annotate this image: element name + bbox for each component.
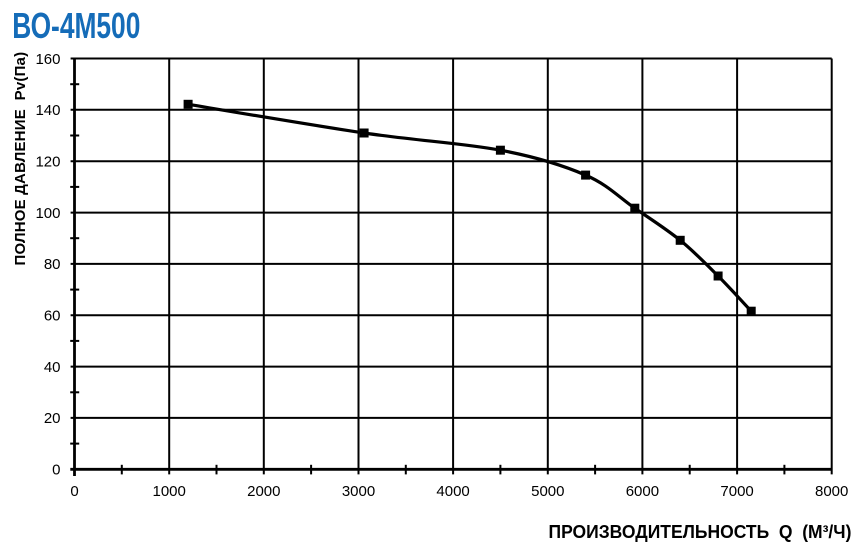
svg-text:20: 20 bbox=[44, 410, 61, 427]
svg-text:60: 60 bbox=[44, 308, 61, 325]
svg-text:140: 140 bbox=[35, 102, 60, 119]
svg-text:40: 40 bbox=[44, 359, 61, 376]
svg-text:1000: 1000 bbox=[153, 483, 186, 500]
svg-text:ПОЛНОЕ ДАВЛЕНИЕ Pv(Па): ПОЛНОЕ ДАВЛЕНИЕ Pv(Па) bbox=[12, 52, 29, 266]
svg-text:ПРОИЗВОДИТЕЛЬНОСТЬ Q (М³/Ч): ПРОИЗВОДИТЕЛЬНОСТЬ Q (М³/Ч) bbox=[549, 522, 852, 543]
svg-text:0: 0 bbox=[52, 462, 60, 479]
svg-text:0: 0 bbox=[70, 483, 78, 500]
svg-text:ВО-4М500: ВО-4М500 bbox=[12, 5, 140, 46]
svg-text:120: 120 bbox=[35, 154, 60, 171]
svg-text:6000: 6000 bbox=[626, 483, 659, 500]
svg-text:80: 80 bbox=[44, 256, 61, 273]
svg-text:160: 160 bbox=[35, 51, 60, 68]
svg-text:8000: 8000 bbox=[815, 483, 848, 500]
svg-text:3000: 3000 bbox=[342, 483, 375, 500]
svg-text:7000: 7000 bbox=[720, 483, 753, 500]
svg-text:100: 100 bbox=[35, 205, 60, 222]
svg-text:5000: 5000 bbox=[531, 483, 564, 500]
svg-text:4000: 4000 bbox=[436, 483, 469, 500]
svg-text:2000: 2000 bbox=[247, 483, 280, 500]
